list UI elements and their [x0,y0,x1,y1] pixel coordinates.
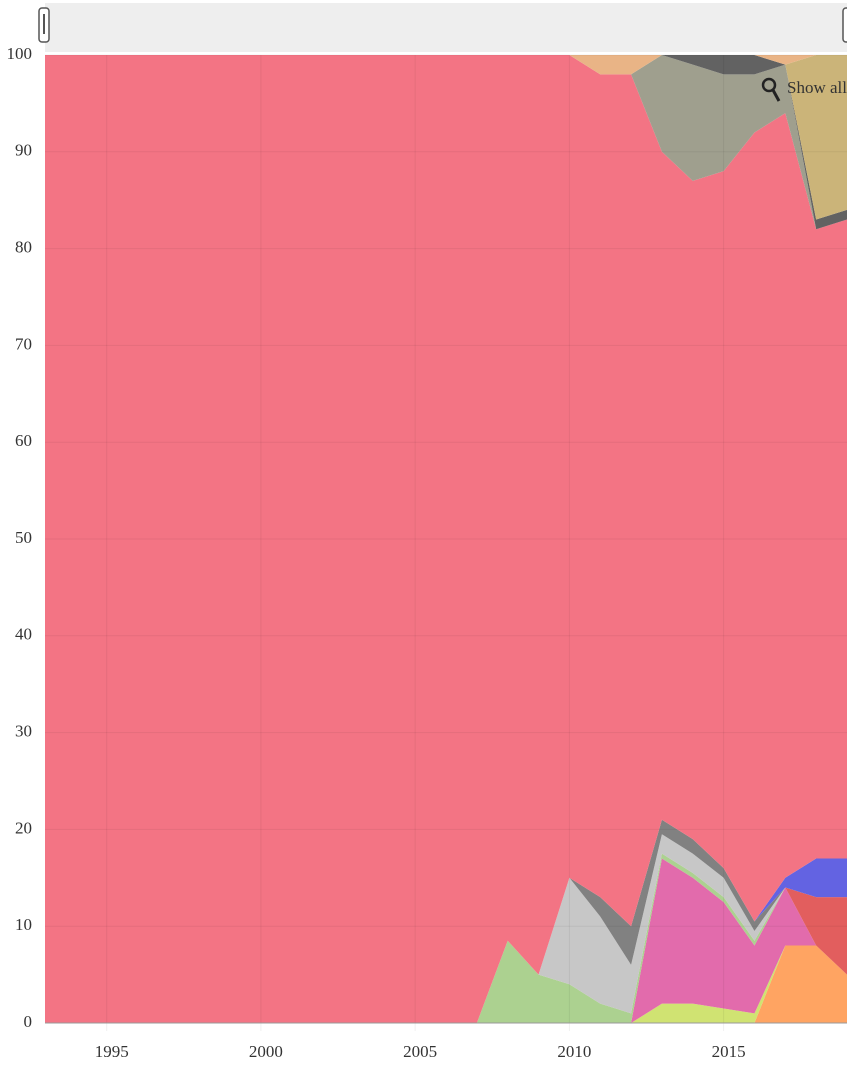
y-tick-label: 40 [15,625,32,644]
x-tick-label: 2005 [403,1042,437,1061]
y-tick-label: 100 [7,44,33,63]
y-tick-label: 70 [15,334,32,353]
plot-area [45,55,847,1023]
zoom-icon [761,77,777,93]
area [45,858,847,1023]
grip-line [43,14,45,34]
scrollbar[interactable] [45,3,847,52]
y-tick-label: 60 [15,431,32,450]
x-tick-label: 2000 [249,1042,283,1061]
zoom-button[interactable]: Show all [761,77,847,102]
x-tick-label: 2010 [557,1042,591,1061]
y-tick-label: 10 [15,915,32,934]
x-tick-label: 2015 [712,1042,746,1061]
scrollbar-grip-right[interactable] [842,7,847,43]
y-tick-label: 30 [15,722,32,741]
zoom-icon-handle [771,89,781,102]
area [45,945,847,1023]
x-tick-label: 1995 [95,1042,129,1061]
area [45,55,847,75]
y-tick-label: 90 [15,141,32,160]
y-tick-label: 50 [15,528,32,547]
area [45,55,847,1023]
y-tick-label: 80 [15,238,32,257]
y-tick-label: 0 [24,1012,33,1031]
y-tick-label: 20 [15,818,32,837]
area [45,55,847,230]
zoom-button-label[interactable]: Show all [787,78,847,97]
